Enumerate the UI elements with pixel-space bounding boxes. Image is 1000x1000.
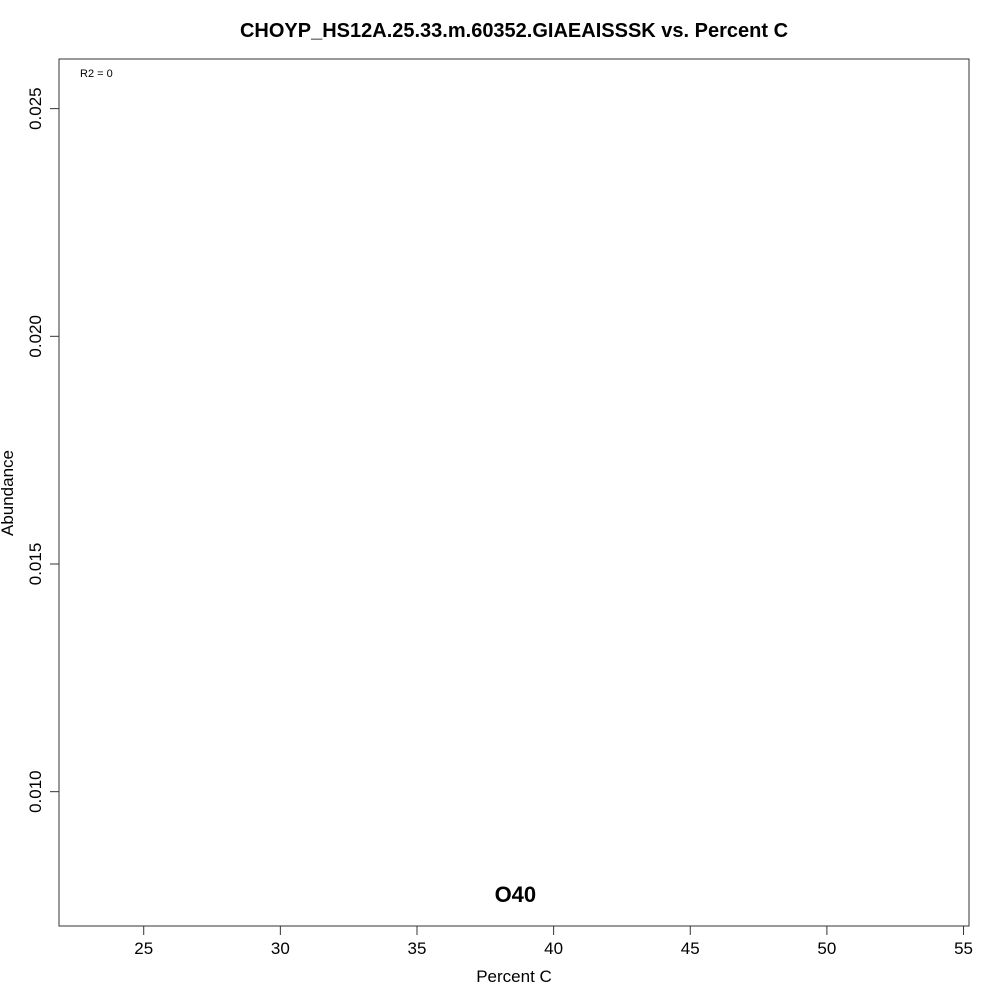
x-tick-label: 55 [954,939,973,958]
y-tick-label: 0.010 [26,770,45,813]
x-axis-label: Percent C [476,967,552,986]
x-tick-label: 35 [408,939,427,958]
r2-annotation: R2 = 0 [80,68,113,80]
x-tick-label: 50 [817,939,836,958]
data-points: O40 [495,882,537,907]
y-tick-label: 0.025 [26,87,45,130]
x-tick-label: 30 [271,939,290,958]
y-tick-label: 0.015 [26,543,45,586]
y-axis-label: Abundance [0,450,17,536]
plot-area-frame [58,58,970,927]
y-axis: 0.010 0.015 0.020 0.025 [26,87,60,813]
y-tick-label: 0.020 [26,315,45,358]
x-tick-label: 40 [544,939,563,958]
x-tick-label: 45 [681,939,700,958]
x-axis: 25 30 35 40 45 50 55 [134,925,973,958]
x-tick-label: 25 [134,939,153,958]
data-point-label: O40 [495,882,537,907]
chart-title: CHOYP_HS12A.25.33.m.60352.GIAEAISSSK vs.… [240,20,788,42]
